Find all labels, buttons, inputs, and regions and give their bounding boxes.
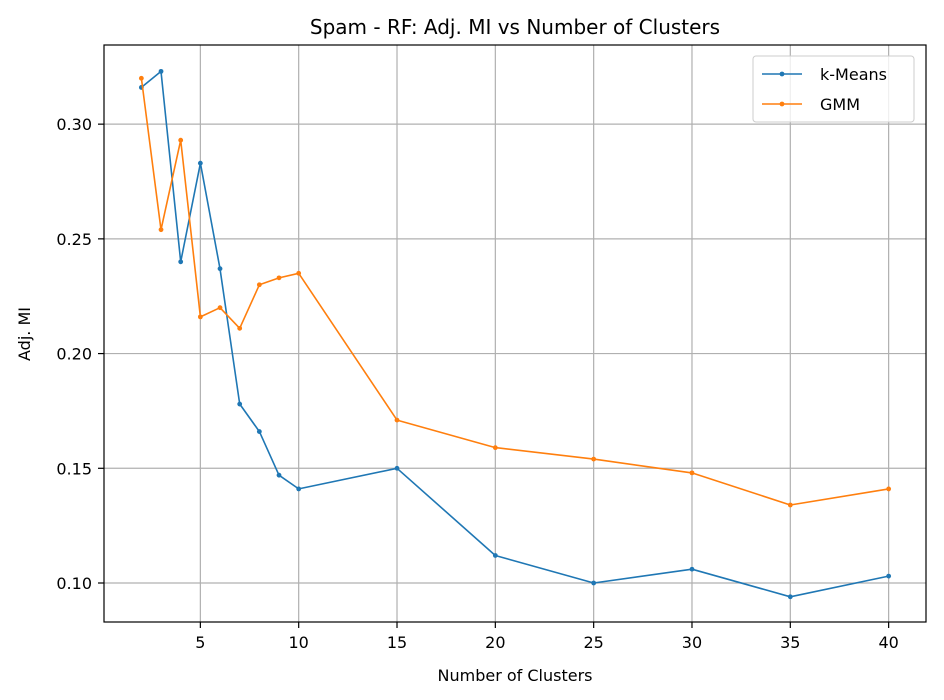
- data-point-kmeans: [276, 472, 282, 478]
- y-axis-label: Adj. MI: [15, 307, 34, 361]
- data-point-kmeans: [197, 160, 203, 166]
- legend-box: [752, 55, 915, 123]
- data-point-kmeans: [787, 594, 793, 600]
- y-tick-label: 0.15: [56, 459, 92, 478]
- data-point-gmm: [217, 305, 223, 311]
- data-point-kmeans: [158, 68, 164, 74]
- x-axis-label: Number of Clusters: [438, 666, 593, 685]
- legend-marker-kmeans: [779, 71, 785, 77]
- data-point-kmeans: [394, 465, 400, 471]
- x-axis-ticks: 5 10 15 20 25 30 35 40: [195, 622, 899, 652]
- data-point-gmm: [276, 275, 282, 281]
- data-point-kmeans: [689, 566, 695, 572]
- legend-label-gmm: GMM: [820, 95, 860, 114]
- y-tick-label: 0.10: [56, 574, 92, 593]
- data-point-gmm: [256, 282, 262, 288]
- legend-label-kmeans: k-Means: [820, 65, 887, 84]
- y-axis-ticks: 0.10 0.15 0.20 0.25 0.30: [56, 115, 104, 593]
- grid: [104, 45, 926, 622]
- series-layer: [138, 68, 892, 600]
- data-point-kmeans: [886, 573, 892, 579]
- data-point-kmeans: [591, 580, 597, 586]
- data-point-gmm: [237, 325, 243, 331]
- data-point-kmeans: [296, 486, 302, 492]
- y-tick-label: 0.30: [56, 115, 92, 134]
- y-tick-label: 0.20: [56, 345, 92, 364]
- data-point-kmeans: [217, 266, 223, 272]
- data-point-gmm: [689, 470, 695, 476]
- data-point-kmeans: [237, 401, 243, 407]
- legend-marker-gmm: [779, 101, 785, 107]
- x-tick-label: 40: [878, 633, 898, 652]
- data-point-gmm: [178, 137, 184, 143]
- data-point-gmm: [787, 502, 793, 508]
- data-point-gmm: [492, 445, 498, 451]
- data-point-gmm: [394, 417, 400, 423]
- y-tick-label: 0.25: [56, 230, 92, 249]
- chart-title: Spam - RF: Adj. MI vs Number of Clusters: [310, 15, 720, 39]
- data-point-kmeans: [492, 553, 498, 558]
- x-tick-label: 25: [583, 633, 603, 652]
- x-tick-label: 35: [780, 633, 800, 652]
- data-point-kmeans: [178, 259, 184, 265]
- data-point-gmm: [296, 270, 302, 276]
- x-tick-label: 30: [682, 633, 702, 652]
- data-point-kmeans: [256, 429, 262, 434]
- data-point-gmm: [886, 486, 892, 492]
- x-tick-label: 10: [289, 633, 309, 652]
- x-tick-label: 20: [485, 633, 505, 652]
- legend: k-Means GMM: [752, 55, 915, 123]
- data-point-gmm: [197, 314, 203, 320]
- plot-frame: [103, 44, 927, 623]
- x-tick-label: 5: [195, 633, 205, 652]
- x-tick-label: 15: [387, 633, 407, 652]
- data-point-gmm: [138, 75, 144, 81]
- data-point-gmm: [591, 456, 597, 462]
- data-point-gmm: [158, 227, 164, 233]
